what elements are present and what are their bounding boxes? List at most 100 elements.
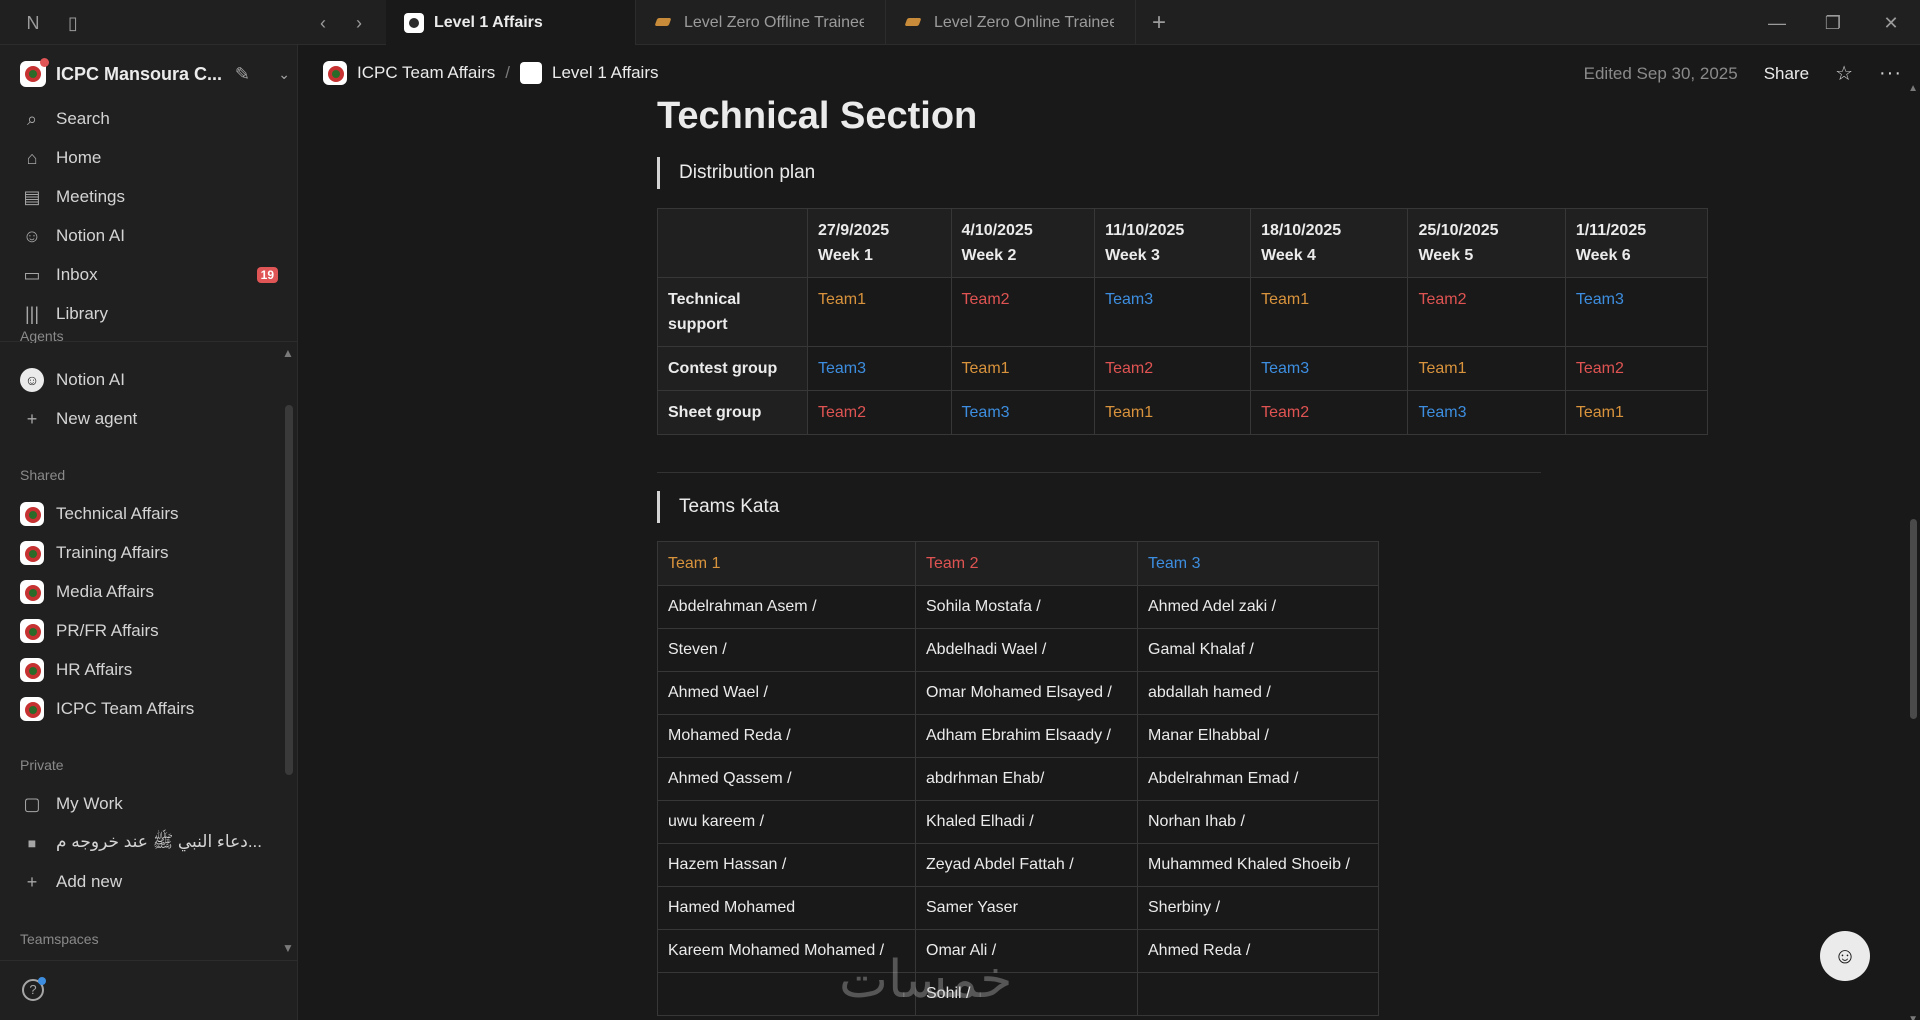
- sidebar-item-pr-fr-affairs[interactable]: PR/FR Affairs: [18, 614, 288, 648]
- sidebar-item-hr-affairs[interactable]: HR Affairs: [18, 653, 288, 687]
- workspace-switcher[interactable]: ICPC Mansoura C... ✎ ⌄: [20, 58, 290, 89]
- table-cell[interactable]: Omar Mohamed Elsayed /: [915, 671, 1138, 715]
- table-cell[interactable]: [657, 972, 916, 1016]
- table-cell[interactable]: Zeyad Abdel Fattah /: [915, 843, 1138, 887]
- star-icon[interactable]: ☆: [1835, 63, 1854, 85]
- table-cell[interactable]: Team1: [1407, 346, 1566, 391]
- sidebar-item-meetings[interactable]: ▤ Meetings: [18, 180, 288, 214]
- table-cell[interactable]: Abdelrahman Emad /: [1137, 757, 1379, 801]
- column-header[interactable]: 1/11/2025 Week 6: [1564, 208, 1709, 278]
- tab-level-zero-offline[interactable]: Level Zero Offline Trainees: [636, 0, 886, 45]
- table-cell[interactable]: uwu kareem /: [657, 800, 916, 844]
- table-cell[interactable]: Team1: [950, 346, 1096, 391]
- sidebar-item-inbox[interactable]: ▭ Inbox 19: [18, 258, 288, 292]
- table-cell[interactable]: Ahmed Wael /: [657, 671, 916, 715]
- table-cell[interactable]: abdrhman Ehab/: [915, 757, 1138, 801]
- table-cell[interactable]: Sherbiny /: [1137, 886, 1379, 930]
- column-header[interactable]: 4/10/2025 Week 2: [950, 208, 1096, 278]
- table-cell[interactable]: Team2: [807, 390, 952, 435]
- tab-level-1-affairs[interactable]: Level 1 Affairs: [386, 0, 636, 45]
- scroll-up-arrow-icon[interactable]: ▲: [1908, 83, 1918, 94]
- share-button[interactable]: Share: [1763, 63, 1810, 83]
- forward-arrow-icon[interactable]: ›: [356, 13, 362, 33]
- tab-level-zero-online[interactable]: Level Zero Online Trainees: [886, 0, 1136, 45]
- table-cell[interactable]: [1137, 972, 1379, 1016]
- table-cell[interactable]: Team3: [1094, 277, 1252, 347]
- sidebar-item-search[interactable]: ⌕ Search: [18, 102, 288, 136]
- table-cell[interactable]: Abdelrahman Asem /: [657, 585, 916, 629]
- table-cell[interactable]: Team2: [950, 277, 1096, 347]
- sidebar-item-my-work[interactable]: ▢ My Work: [18, 787, 288, 821]
- notion-ai-button[interactable]: ☺: [1820, 931, 1870, 981]
- table-cell[interactable]: Team1: [1250, 277, 1409, 347]
- table-cell[interactable]: Gamal Khalaf /: [1137, 628, 1379, 672]
- table-cell[interactable]: Ahmed Qassem /: [657, 757, 916, 801]
- breadcrumb-item[interactable]: Level 1 Affairs: [552, 63, 659, 82]
- back-arrow-icon[interactable]: ‹: [320, 13, 326, 33]
- table-cell[interactable]: Manar Elhabbal /: [1137, 714, 1379, 758]
- column-header[interactable]: Team 1: [657, 541, 916, 586]
- sidebar-item-new-agent[interactable]: + New agent: [18, 402, 288, 436]
- row-header[interactable]: Technical support: [657, 277, 808, 347]
- sidebar-item-icpc-team-affairs[interactable]: ICPC Team Affairs: [18, 692, 288, 726]
- row-header[interactable]: Sheet group: [657, 390, 808, 435]
- sidebar-item-training-affairs[interactable]: Training Affairs: [18, 536, 288, 570]
- sidebar-item-dua[interactable]: ■ دعاء النبي ﷺ عند خروجه م...: [18, 826, 288, 860]
- table-cell[interactable]: Team1: [807, 277, 952, 347]
- column-header[interactable]: 27/9/2025 Week 1: [807, 208, 952, 278]
- column-header[interactable]: 25/10/2025 Week 5: [1407, 208, 1566, 278]
- table-cell[interactable]: Team2: [1250, 390, 1409, 435]
- table-cell[interactable]: Khaled Elhadi /: [915, 800, 1138, 844]
- table-cell[interactable]: Muhammed Khaled Shoeib /: [1137, 843, 1379, 887]
- table-cell[interactable]: Kareem Mohamed Mohamed /: [657, 929, 916, 973]
- column-header[interactable]: Team 2: [915, 541, 1138, 586]
- table-cell[interactable]: Team3: [1407, 390, 1566, 435]
- table-cell[interactable]: Abdelhadi Wael /: [915, 628, 1138, 672]
- minimize-icon[interactable]: —: [1768, 13, 1786, 33]
- table-cell[interactable]: Omar Ali /: [915, 929, 1138, 973]
- new-tab-plus-icon[interactable]: +: [1151, 9, 1166, 36]
- table-cell[interactable]: Ahmed Reda /: [1137, 929, 1379, 973]
- sidebar-item-media-affairs[interactable]: Media Affairs: [18, 575, 288, 609]
- table-cell[interactable]: Team3: [807, 346, 952, 391]
- notion-logo-icon[interactable]: N: [26, 13, 40, 33]
- scroll-down-arrow-icon[interactable]: ▼: [1908, 1014, 1918, 1020]
- column-header[interactable]: 18/10/2025 Week 4: [1250, 208, 1409, 278]
- table-cell[interactable]: Team2: [1564, 346, 1709, 391]
- table-cell[interactable]: Sohila Mostafa /: [915, 585, 1138, 629]
- sidebar-item-home[interactable]: ⌂ Home: [18, 141, 288, 175]
- more-options-icon[interactable]: ···: [1879, 62, 1902, 84]
- row-header[interactable]: Contest group: [657, 346, 808, 391]
- sidebar-item-agent-notion-ai[interactable]: ☺ Notion AI: [18, 363, 288, 397]
- table-cell[interactable]: Team1: [1564, 390, 1709, 435]
- new-page-icon[interactable]: ✎: [234, 63, 250, 84]
- table-cell[interactable]: Steven /: [657, 628, 916, 672]
- scroll-up-arrow-icon[interactable]: ▲: [282, 346, 294, 360]
- sidebar-item-add-new[interactable]: + Add new: [18, 865, 288, 899]
- restore-icon[interactable]: ❐: [1824, 13, 1842, 33]
- sidebar-item-library[interactable]: ||| Library: [18, 297, 288, 331]
- close-icon[interactable]: ✕: [1883, 13, 1899, 33]
- table-cell[interactable]: Team3: [950, 390, 1096, 435]
- table-cell[interactable]: Hamed Mohamed: [657, 886, 916, 930]
- table-cell[interactable]: Team3: [1564, 277, 1709, 347]
- scroll-down-arrow-icon[interactable]: ▼: [282, 941, 294, 955]
- column-header[interactable]: 11/10/2025 Week 3: [1094, 208, 1252, 278]
- table-cell[interactable]: Adham Ebrahim Elsaady /: [915, 714, 1138, 758]
- table-cell[interactable]: Team2: [1407, 277, 1566, 347]
- sidebar-toggle-icon[interactable]: ▯: [68, 13, 78, 33]
- chevron-down-icon[interactable]: ⌄: [278, 65, 290, 82]
- table-cell[interactable]: Samer Yaser: [915, 886, 1138, 930]
- help-icon[interactable]: ?: [22, 979, 44, 1001]
- column-header[interactable]: Team 3: [1137, 541, 1379, 586]
- table-cell[interactable]: Sohil /: [915, 972, 1138, 1016]
- table-cell[interactable]: Mohamed Reda /: [657, 714, 916, 758]
- scrollbar-thumb[interactable]: [1910, 519, 1917, 719]
- table-cell[interactable]: Ahmed Adel zaki /: [1137, 585, 1379, 629]
- sidebar-item-technical-affairs[interactable]: Technical Affairs: [18, 497, 288, 531]
- sidebar-item-notion-ai[interactable]: ☺ Notion AI: [18, 219, 288, 253]
- breadcrumb-item[interactable]: ICPC Team Affairs: [357, 63, 496, 82]
- table-cell[interactable]: Hazem Hassan /: [657, 843, 916, 887]
- table-cell[interactable]: Norhan Ihab /: [1137, 800, 1379, 844]
- main-scrollbar[interactable]: ▲ ▼: [1906, 83, 1920, 1020]
